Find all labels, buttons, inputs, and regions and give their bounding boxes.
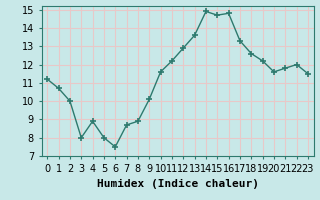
X-axis label: Humidex (Indice chaleur): Humidex (Indice chaleur) (97, 179, 259, 189)
